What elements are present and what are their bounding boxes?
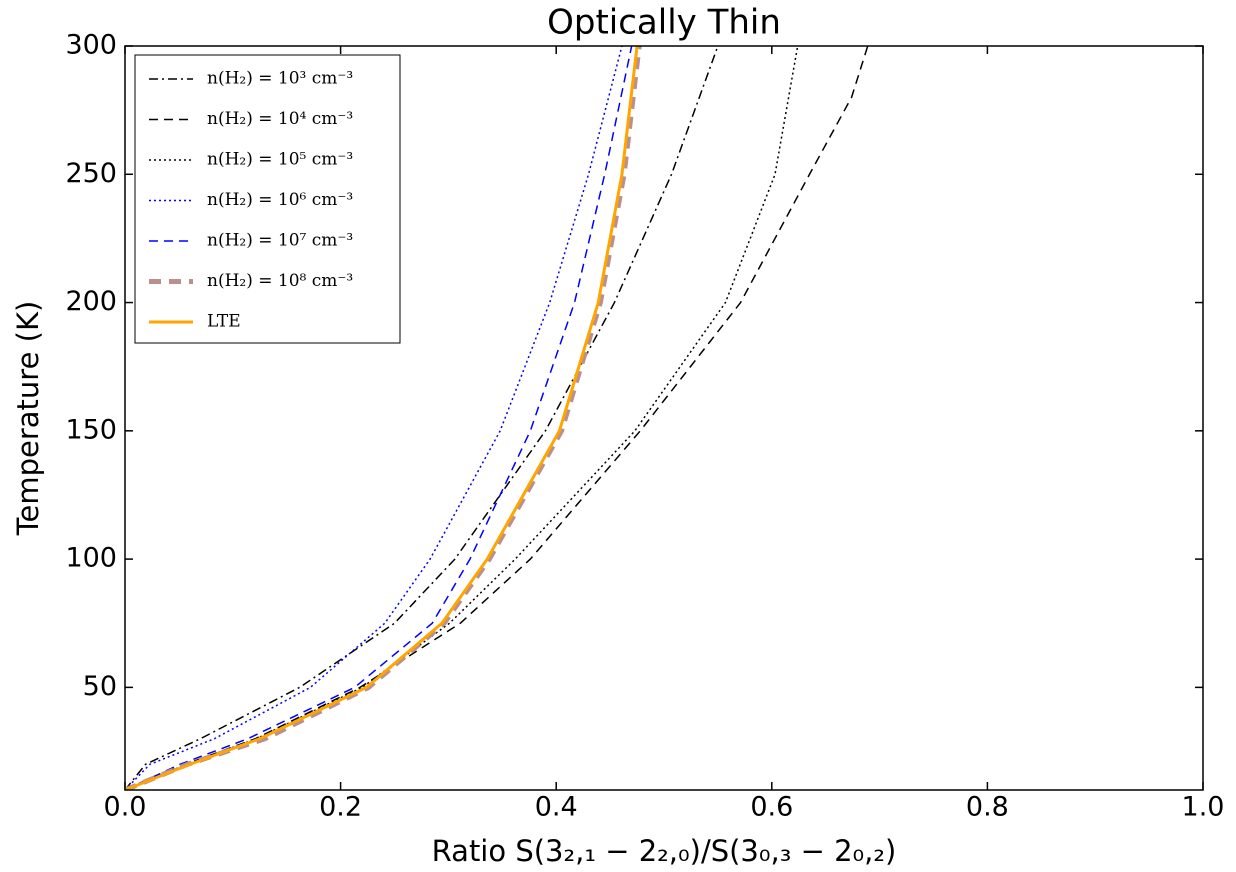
legend-label: n(H₂) = 10⁸ cm⁻³	[207, 271, 353, 291]
x-tick-label: 0.4	[535, 792, 578, 823]
x-tick-label: 0.8	[966, 792, 1009, 823]
x-tick-label: 0.0	[104, 792, 147, 823]
legend-label: n(H₂) = 10⁴ cm⁻³	[207, 109, 353, 129]
legend-box	[134, 54, 401, 344]
legend-label: n(H₂) = 10⁵ cm⁻³	[207, 150, 353, 170]
y-tick-label: 50	[83, 671, 117, 702]
x-tick-label: 0.2	[319, 792, 362, 823]
legend-label: LTE	[207, 312, 241, 332]
series-line	[125, 46, 799, 790]
y-axis-label: Temperature (K)	[11, 301, 45, 537]
legend-label: n(H₂) = 10³ cm⁻³	[207, 69, 353, 89]
y-tick-label: 200	[65, 286, 117, 317]
chart-title: Optically Thin	[547, 3, 781, 43]
plot-frame	[124, 45, 1204, 791]
y-tick-label: 100	[65, 543, 117, 574]
x-tick-label: 1.0	[1182, 792, 1225, 823]
x-tick-label: 0.6	[750, 792, 793, 823]
series-line	[125, 46, 719, 790]
y-tick-label: 300	[65, 30, 117, 61]
series-line	[125, 46, 623, 790]
legend-label: n(H₂) = 10⁶ cm⁻³	[207, 190, 353, 210]
series-line	[125, 46, 639, 790]
series-line	[125, 46, 633, 790]
legend-label: n(H₂) = 10⁷ cm⁻³	[207, 231, 353, 251]
y-tick-label: 150	[65, 414, 117, 445]
series-line	[125, 46, 869, 790]
y-tick-label: 250	[65, 158, 117, 189]
x-axis-label: Ratio S(3₂,₁ − 2₂,₀)/S(3₀,₃ − 2₀,₂)	[432, 834, 897, 868]
